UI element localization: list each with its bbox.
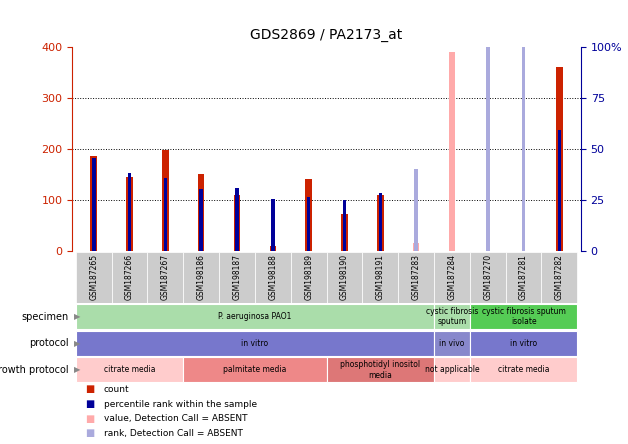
- Text: GSM187270: GSM187270: [484, 254, 492, 301]
- Bar: [291, 252, 327, 303]
- Bar: [470, 331, 577, 356]
- Bar: [76, 357, 183, 382]
- Text: palmitate media: palmitate media: [223, 365, 286, 374]
- Text: ■: ■: [85, 414, 94, 424]
- Text: GSM198191: GSM198191: [376, 254, 385, 300]
- Text: ■: ■: [85, 428, 94, 438]
- Bar: [434, 331, 470, 356]
- Bar: [148, 252, 183, 303]
- Bar: [127, 173, 131, 251]
- Bar: [163, 178, 167, 251]
- Bar: [414, 169, 418, 251]
- Bar: [470, 357, 577, 382]
- Text: ■: ■: [85, 385, 94, 394]
- Bar: [269, 246, 276, 251]
- Bar: [556, 67, 563, 251]
- Text: value, Detection Call = ABSENT: value, Detection Call = ABSENT: [104, 414, 247, 423]
- Bar: [255, 252, 291, 303]
- Text: GSM187266: GSM187266: [125, 254, 134, 301]
- Bar: [470, 304, 577, 329]
- Text: GSM198189: GSM198189: [304, 254, 313, 300]
- Bar: [219, 252, 255, 303]
- Bar: [198, 174, 204, 251]
- Text: GSM187283: GSM187283: [411, 254, 421, 300]
- Text: GSM187284: GSM187284: [447, 254, 457, 300]
- Bar: [377, 195, 384, 251]
- Bar: [234, 195, 241, 251]
- Bar: [379, 193, 382, 251]
- Text: ▶: ▶: [74, 365, 80, 374]
- Bar: [271, 199, 274, 251]
- Bar: [76, 304, 434, 329]
- Bar: [434, 304, 470, 329]
- Bar: [112, 252, 148, 303]
- Bar: [434, 252, 470, 303]
- Text: ■: ■: [85, 399, 94, 409]
- Text: growth protocol: growth protocol: [0, 365, 69, 375]
- Bar: [558, 130, 561, 251]
- Bar: [92, 158, 95, 251]
- Bar: [327, 357, 434, 382]
- Text: in vitro: in vitro: [241, 339, 269, 348]
- Text: rank, Detection Call = ABSENT: rank, Detection Call = ABSENT: [104, 429, 242, 438]
- Bar: [76, 331, 434, 356]
- Bar: [307, 197, 310, 251]
- Text: GSM187265: GSM187265: [89, 254, 98, 301]
- Text: GSM187281: GSM187281: [519, 254, 528, 300]
- Bar: [90, 156, 97, 251]
- Bar: [541, 252, 577, 303]
- Bar: [183, 357, 327, 382]
- Text: ▶: ▶: [74, 312, 80, 321]
- Bar: [162, 150, 168, 251]
- Text: in vitro: in vitro: [510, 339, 537, 348]
- Bar: [434, 357, 470, 382]
- Bar: [486, 0, 490, 251]
- Text: GDS2869 / PA2173_at: GDS2869 / PA2173_at: [251, 28, 403, 42]
- Bar: [183, 252, 219, 303]
- Text: specimen: specimen: [22, 312, 69, 321]
- Text: citrate media: citrate media: [104, 365, 155, 374]
- Bar: [343, 200, 346, 251]
- Bar: [200, 189, 203, 251]
- Text: count: count: [104, 385, 129, 394]
- Text: GSM187282: GSM187282: [555, 254, 564, 300]
- Text: GSM198187: GSM198187: [232, 254, 242, 300]
- Text: phosphotidyl inositol
media: phosphotidyl inositol media: [340, 360, 420, 380]
- Text: GSM187267: GSM187267: [161, 254, 170, 301]
- Text: citrate media: citrate media: [498, 365, 550, 374]
- Bar: [305, 179, 312, 251]
- Bar: [126, 177, 133, 251]
- Bar: [413, 243, 420, 251]
- Text: percentile rank within the sample: percentile rank within the sample: [104, 400, 257, 408]
- Text: cystic fibrosis sputum
isolate: cystic fibrosis sputum isolate: [482, 307, 566, 326]
- Bar: [398, 252, 434, 303]
- Bar: [449, 52, 455, 251]
- Bar: [362, 252, 398, 303]
- Bar: [470, 252, 506, 303]
- Bar: [236, 188, 239, 251]
- Text: protocol: protocol: [30, 338, 69, 348]
- Bar: [341, 214, 348, 251]
- Text: not applicable: not applicable: [425, 365, 479, 374]
- Bar: [522, 30, 526, 251]
- Text: P. aeruginosa PAO1: P. aeruginosa PAO1: [218, 312, 291, 321]
- Text: GSM198186: GSM198186: [197, 254, 206, 300]
- Bar: [327, 252, 362, 303]
- Bar: [506, 252, 541, 303]
- Text: cystic fibrosis
sputum: cystic fibrosis sputum: [426, 307, 478, 326]
- Text: GSM198190: GSM198190: [340, 254, 349, 301]
- Bar: [76, 252, 112, 303]
- Text: GSM198188: GSM198188: [268, 254, 278, 300]
- Text: in vivo: in vivo: [439, 339, 465, 348]
- Text: ▶: ▶: [74, 339, 80, 348]
